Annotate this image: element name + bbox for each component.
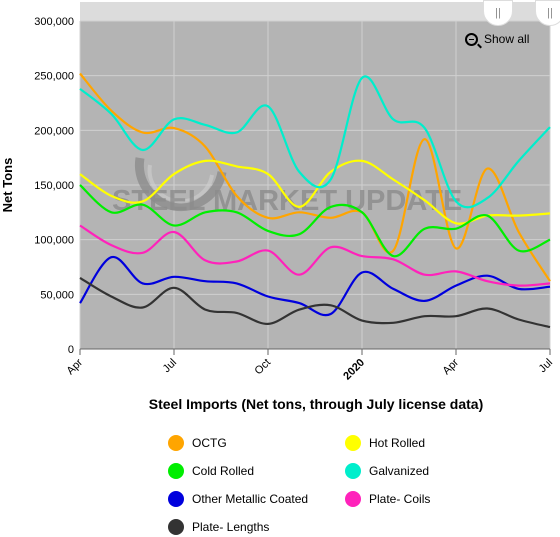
series-lines: [79, 72, 551, 329]
legend-label: Cold Rolled: [192, 464, 255, 478]
series-line-galvanized: [79, 75, 551, 209]
y-tick-label: 200,000: [34, 125, 74, 137]
navigator-handle-right[interactable]: ||: [535, 0, 560, 26]
show-all-label: Show all: [484, 32, 530, 46]
x-tick-label: Jul: [161, 357, 179, 375]
legend-swatch-icon: [168, 491, 184, 507]
legend-item[interactable]: Plate- Lengths: [168, 517, 269, 537]
legend-item[interactable]: Plate- Coils: [345, 489, 430, 509]
x-tick-label: Oct: [253, 357, 274, 378]
navigator-handle-left[interactable]: ||: [483, 0, 513, 26]
legend-swatch-icon: [345, 491, 361, 507]
legend-item[interactable]: OCTG: [168, 433, 227, 453]
legend-label: Plate- Coils: [369, 492, 431, 506]
y-tick-label: 100,000: [34, 235, 74, 247]
y-tick-label: 0: [68, 344, 74, 356]
legend-item[interactable]: Galvanized: [345, 461, 429, 481]
x-tick-label: 2020: [341, 357, 367, 383]
y-tick-label: 50,000: [40, 289, 74, 301]
series-line-octg: [79, 72, 551, 282]
x-tick-label: Apr: [441, 356, 462, 377]
x-tick-label: Apr: [65, 356, 86, 377]
legend-swatch-icon: [345, 435, 361, 451]
legend-label: Other Metallic Coated: [192, 492, 309, 506]
legend-item[interactable]: Hot Rolled: [345, 433, 425, 453]
legend-label: Plate- Lengths: [192, 520, 270, 534]
legend-label: OCTG: [192, 436, 227, 450]
watermark-logo-icon: [134, 157, 227, 212]
series-line-plate-lengths: [79, 276, 551, 329]
series-line-plate-coils: [79, 224, 551, 287]
x-axis-title: Steel Imports (Net tons, through July li…: [149, 396, 484, 412]
legend-swatch-icon: [168, 435, 184, 451]
x-tick-label: Jul: [537, 357, 555, 375]
series-line-other-metallic-coated: [79, 256, 551, 317]
y-tick-label: 300,000: [34, 16, 74, 28]
legend-item[interactable]: Other Metallic Coated: [168, 489, 308, 509]
navigator-bar: [80, 2, 560, 21]
legend-swatch-icon: [168, 519, 184, 535]
zoom-out-icon: [465, 32, 478, 46]
y-tick-label: 250,000: [34, 71, 74, 83]
series-line-cold-rolled: [79, 184, 551, 258]
legend-swatch-icon: [168, 463, 184, 479]
legend-item[interactable]: Cold Rolled: [168, 461, 254, 481]
y-tick-label: 150,000: [34, 180, 74, 192]
legend-swatch-icon: [345, 463, 361, 479]
legend-label: Galvanized: [369, 464, 430, 478]
show-all-button[interactable]: Show all: [465, 29, 529, 49]
y-axis-title: Net Tons: [0, 158, 15, 213]
legend-label: Hot Rolled: [369, 436, 426, 450]
